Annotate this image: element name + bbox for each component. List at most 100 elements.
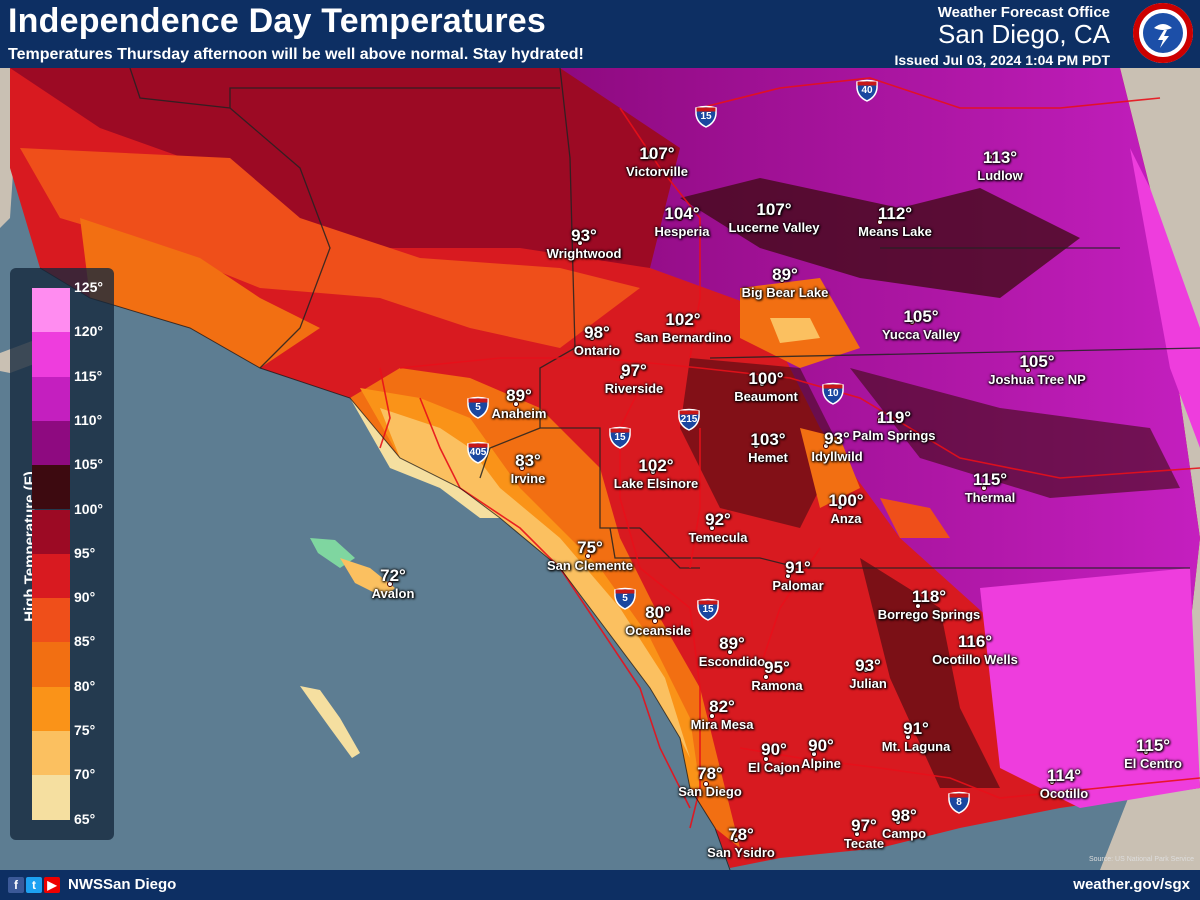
legend-tick-label: 110° [74, 411, 103, 428]
shield-number: 215 [680, 414, 698, 425]
city-temperature: 116° [957, 632, 993, 651]
website-link[interactable]: weather.gov/sgx [1073, 876, 1190, 893]
legend-swatch [32, 642, 70, 687]
social-handle: NWSSan Diego [68, 876, 177, 893]
legend-swatch [32, 553, 70, 599]
city-name: Oceanside [625, 623, 691, 638]
city-temperature: 105° [1019, 352, 1055, 371]
city-label: 90° Alpine [801, 736, 841, 771]
city-temperature: 102° [638, 456, 674, 475]
youtube-icon[interactable]: ▶ [44, 877, 60, 893]
legend-tick-label: 125° [74, 279, 103, 295]
legend-swatch [32, 731, 70, 776]
city-marker [823, 443, 829, 449]
city-temperature: 113° [982, 148, 1018, 167]
interstate-shield-icon: 215 [678, 407, 700, 431]
city-temperature: 112° [877, 204, 913, 223]
city-label: 100° Beaumont [734, 369, 798, 404]
city-name: Borrego Springs [877, 607, 981, 622]
city-label: 107° Victorville [626, 144, 688, 179]
city-label: 93° Idyllwild [811, 429, 862, 464]
city-temperature: 75° [577, 538, 603, 557]
city-name: Tecate [843, 836, 885, 851]
city-marker [619, 374, 625, 380]
city-label: 93° Wrightwood [547, 226, 622, 261]
office-location: San Diego, CA [938, 19, 1110, 49]
city-temperature: 91° [785, 558, 811, 577]
legend-swatch [32, 465, 70, 510]
shield-number: 5 [475, 402, 481, 413]
city-temperature: 118° [911, 587, 947, 606]
city-temperature: 95° [764, 658, 790, 677]
city-label: 102° San Bernardino [635, 310, 732, 345]
city-name: San Ysidro [707, 845, 775, 860]
interstate-shield-icon: 5 [467, 395, 489, 419]
city-marker [652, 618, 658, 624]
city-marker [703, 781, 709, 787]
city-temperature: 114° [1046, 766, 1082, 785]
shield-number: 10 [827, 388, 839, 399]
city-temperature: 82° [709, 697, 735, 716]
city-label: 103° Hemet [748, 430, 788, 465]
nws-logo-icon [1133, 3, 1193, 63]
city-name: Beaumont [734, 389, 798, 404]
city-name: Alpine [801, 756, 841, 771]
city-label: 115° Thermal [965, 470, 1016, 505]
city-label: 72° Avalon [372, 566, 415, 601]
city-label: 105° Yucca Valley [882, 307, 960, 342]
city-temperature: 89° [772, 265, 798, 284]
city-name: Campo [881, 826, 927, 841]
social-icons: f t ▶ [8, 877, 60, 893]
city-marker [863, 667, 869, 673]
city-label: 112° Means Lake [858, 204, 932, 239]
city-temperature: 97° [851, 816, 877, 835]
city-name: Big Bear Lake [741, 285, 829, 300]
city-label: 105° Joshua Tree NP [988, 352, 1086, 387]
city-label: 98° Ontario [574, 323, 620, 358]
city-label: 107° Lucerne Valley [728, 200, 819, 235]
city-temperature: 98° [891, 806, 917, 825]
city-label: 89° Big Bear Lake [742, 265, 829, 300]
interstate-shield-icon: 15 [609, 425, 631, 449]
city-temperature: 92° [705, 510, 731, 529]
city-label: 97° Tecate [844, 816, 884, 851]
legend-swatch [32, 420, 70, 466]
city-label: 80° Oceanside [625, 603, 691, 638]
city-label: 98° Campo [882, 806, 926, 841]
city-marker [765, 210, 771, 216]
temperature-map [0, 68, 1200, 870]
city-name: Lake Elsinore [613, 476, 699, 491]
city-label: 113° Ludlow [977, 148, 1023, 183]
city-name: Irvine [510, 471, 546, 486]
map-subtitle: Temperatures Thursday afternoon will be … [8, 46, 584, 63]
legend-tick-label: 80° [74, 677, 96, 694]
city-marker [1025, 367, 1031, 373]
city-temperature: 107° [639, 144, 675, 163]
interstate-shield-icon: 5 [614, 586, 636, 610]
legend-swatch [32, 376, 70, 421]
legend-tick-label: 105° [74, 456, 103, 473]
city-temperature: 78° [728, 825, 754, 844]
city-marker [513, 401, 519, 407]
city-marker [759, 381, 765, 387]
city-label: 102° Lake Elsinore [614, 456, 699, 491]
city-marker [650, 469, 656, 475]
city-marker [811, 751, 817, 757]
legend-tick-label: 90° [74, 589, 96, 606]
city-temperature: 91° [903, 719, 929, 738]
city-temperature: 93° [855, 656, 881, 675]
city-temperature: 102° [665, 310, 701, 329]
facebook-icon[interactable]: f [8, 877, 24, 893]
city-label: 97° Riverside [605, 361, 664, 396]
city-name: El Centro [1124, 756, 1182, 771]
city-label: 92° Temecula [688, 510, 747, 545]
city-marker [1049, 779, 1055, 785]
city-label: 119° Palm Springs [852, 408, 935, 443]
twitter-icon[interactable]: t [26, 877, 42, 893]
city-name: Escondido [698, 654, 766, 669]
city-label: 83° Irvine [511, 451, 546, 486]
city-name: Ontario [573, 343, 621, 358]
city-marker [753, 443, 759, 449]
city-marker [675, 321, 681, 327]
city-name: Hesperia [654, 224, 710, 239]
